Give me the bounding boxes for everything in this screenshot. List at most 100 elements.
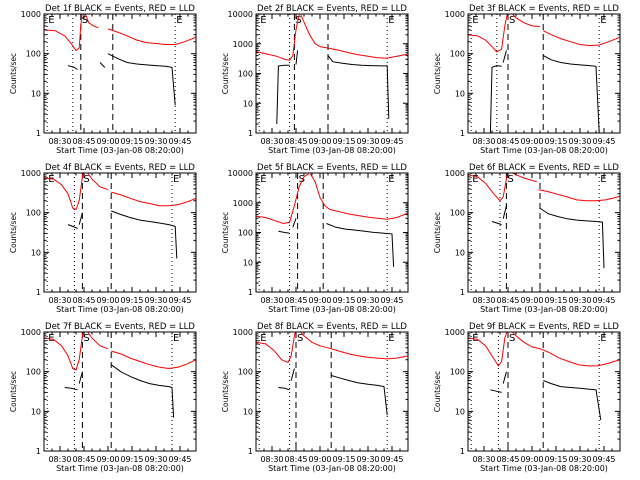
events-series-line bbox=[278, 230, 290, 234]
y-tick-label: 10 bbox=[31, 89, 41, 98]
marker-label: E bbox=[600, 15, 606, 26]
panel-title: Det 8f BLACK = Events, RED = LLD bbox=[257, 322, 407, 332]
x-tick-label: 09:30 bbox=[144, 455, 167, 464]
events-series-line bbox=[543, 380, 602, 421]
x-tick-label: 09:45 bbox=[168, 455, 191, 464]
y-tick-label: 1 bbox=[36, 447, 41, 456]
marker-label: E bbox=[472, 333, 478, 344]
lld-series-line bbox=[511, 332, 541, 350]
events-series-line bbox=[276, 64, 290, 125]
marker-label: E bbox=[173, 333, 179, 344]
x-tick-label: 09:15 bbox=[332, 455, 355, 464]
marker-label: S bbox=[295, 15, 301, 26]
lld-series-line bbox=[327, 347, 408, 360]
plot-frame bbox=[43, 13, 197, 134]
y-tick-label: 10 bbox=[243, 99, 253, 108]
y-tick-label: 1 bbox=[248, 129, 253, 138]
x-tick-label: 08:30 bbox=[472, 296, 495, 305]
x-tick-label: 09:45 bbox=[592, 137, 615, 146]
x-tick-label: 09:30 bbox=[356, 455, 379, 464]
x-tick-label: 08:30 bbox=[260, 296, 283, 305]
events-series-line bbox=[326, 223, 395, 267]
marker-label: E bbox=[260, 174, 266, 185]
lld-series-line bbox=[511, 173, 537, 183]
x-tick-label: 09:30 bbox=[568, 137, 591, 146]
x-tick-label: 08:45 bbox=[496, 296, 519, 305]
y-tick-label: 100 bbox=[26, 368, 41, 377]
x-tick-label: 08:30 bbox=[48, 137, 71, 146]
x-tick-label: 09:15 bbox=[332, 296, 355, 305]
y-axis-label: Counts/sec bbox=[433, 371, 442, 412]
x-tick-label: 09:45 bbox=[380, 137, 403, 146]
marker-label: E bbox=[176, 15, 182, 26]
events-series-line bbox=[111, 210, 178, 259]
events-series-line bbox=[502, 205, 507, 219]
x-axis-label: Start Time (03-Jan-08 08:20:00) bbox=[56, 464, 184, 473]
plot-frame bbox=[255, 172, 409, 293]
x-tick-label: 09:00 bbox=[520, 455, 543, 464]
y-tick-label: 100 bbox=[26, 50, 41, 59]
y-tick-label: 1000 bbox=[21, 10, 41, 19]
panel-title: Det 7f BLACK = Events, RED = LLD bbox=[45, 322, 195, 332]
x-axis-label: Start Time (03-Jan-08 08:20:00) bbox=[268, 305, 396, 314]
lld-series-line bbox=[44, 14, 83, 52]
panel-title: Det 1f BLACK = Events, RED = LLD bbox=[45, 4, 195, 14]
plot-frame bbox=[467, 13, 621, 134]
lld-series-line bbox=[84, 14, 99, 29]
lld-series-line bbox=[44, 173, 84, 211]
lld-series-line bbox=[329, 208, 408, 220]
events-series-line bbox=[110, 364, 175, 418]
y-tick-label: 1 bbox=[248, 447, 253, 456]
lld-series-line bbox=[87, 332, 109, 350]
lld-series-line bbox=[299, 332, 329, 349]
events-series-line bbox=[539, 207, 605, 269]
x-tick-label: 08:45 bbox=[284, 137, 307, 146]
marker-label: S bbox=[82, 15, 88, 26]
x-tick-label: 09:15 bbox=[120, 455, 143, 464]
marker-label: E bbox=[388, 15, 394, 26]
events-series-line bbox=[491, 221, 502, 226]
y-tick-label: 10 bbox=[455, 248, 465, 257]
y-tick-label: 1 bbox=[36, 129, 41, 138]
x-tick-label: 08:45 bbox=[72, 137, 95, 146]
y-axis-label: Counts/sec bbox=[221, 212, 230, 253]
y-tick-label: 10 bbox=[455, 89, 465, 98]
events-series-line bbox=[278, 387, 290, 391]
y-tick-label: 1000 bbox=[233, 328, 253, 337]
events-series-line bbox=[502, 371, 507, 384]
y-tick-label: 1 bbox=[460, 447, 465, 456]
events-series-line bbox=[78, 212, 83, 225]
y-tick-label: 1000 bbox=[445, 328, 465, 337]
panel-data bbox=[468, 173, 620, 269]
x-tick-label: 09:00 bbox=[96, 137, 119, 146]
lld-series-line bbox=[468, 14, 508, 53]
events-series-line bbox=[295, 50, 299, 65]
y-tick-label: 10 bbox=[243, 258, 253, 267]
y-axis-label: Counts/sec bbox=[433, 212, 442, 253]
x-tick-label: 08:45 bbox=[496, 455, 519, 464]
events-series-line bbox=[67, 224, 78, 229]
plot-frame bbox=[43, 331, 197, 452]
y-axis-label: Counts/sec bbox=[9, 53, 18, 94]
x-tick-label: 09:00 bbox=[96, 455, 119, 464]
y-axis-label: Counts/sec bbox=[9, 371, 18, 412]
x-tick-label: 09:45 bbox=[380, 296, 403, 305]
x-axis-label: Start Time (03-Jan-08 08:20:00) bbox=[480, 146, 608, 155]
marker-label: E bbox=[472, 15, 478, 26]
x-tick-label: 08:45 bbox=[284, 455, 307, 464]
lld-series-line bbox=[111, 350, 196, 370]
x-tick-label: 08:30 bbox=[260, 137, 283, 146]
y-tick-label: 100 bbox=[238, 70, 253, 79]
x-tick-label: 09:45 bbox=[592, 455, 615, 464]
y-tick-label: 1 bbox=[460, 129, 465, 138]
lld-series-line bbox=[511, 14, 541, 28]
panel-data bbox=[256, 332, 408, 416]
marker-label: E bbox=[260, 15, 266, 26]
panel-title: Det 3f BLACK = Events, RED = LLD bbox=[469, 4, 619, 14]
marker-label: S bbox=[299, 174, 305, 185]
